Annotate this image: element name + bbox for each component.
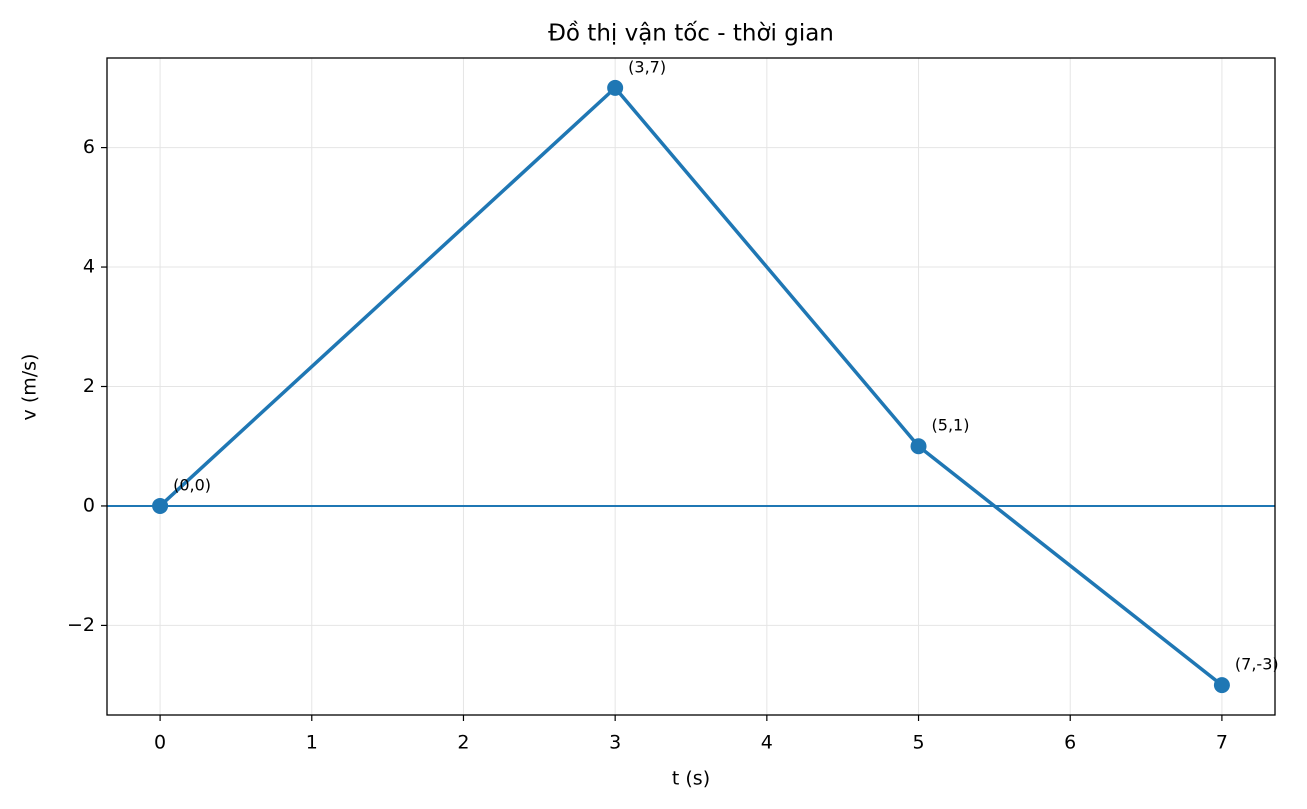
x-tick-label: 6 bbox=[1064, 732, 1076, 754]
data-label: (3,7) bbox=[628, 57, 666, 76]
x-tick-label: 7 bbox=[1216, 732, 1228, 754]
data-point bbox=[1213, 677, 1230, 694]
data-label: (0,0) bbox=[173, 475, 211, 494]
y-axis-label: v (m/s) bbox=[19, 354, 41, 421]
y-tick-label: 2 bbox=[83, 375, 95, 397]
x-tick-label: 0 bbox=[154, 732, 166, 754]
x-tick-label: 2 bbox=[457, 732, 469, 754]
data-label: (5,1) bbox=[932, 416, 970, 435]
data-line bbox=[158, 86, 1223, 687]
data-point bbox=[910, 438, 927, 455]
x-axis-label: t (s) bbox=[672, 768, 710, 790]
y-tick-label: 0 bbox=[83, 494, 95, 516]
y-tick-label: −2 bbox=[67, 614, 95, 636]
x-tick-label: 4 bbox=[761, 732, 773, 754]
y-tick-label: 6 bbox=[83, 136, 95, 158]
data-point bbox=[607, 79, 624, 96]
plot-frame bbox=[106, 57, 1276, 716]
data-point bbox=[152, 497, 169, 514]
y-tick-label: 4 bbox=[83, 256, 95, 278]
x-tick-label: 5 bbox=[912, 732, 924, 754]
x-tick-label: 1 bbox=[306, 732, 318, 754]
x-tick-label: 3 bbox=[609, 732, 621, 754]
data-label: (7,-3) bbox=[1235, 655, 1279, 674]
chart-title: Đồ thị vận tốc - thời gian bbox=[548, 21, 834, 47]
